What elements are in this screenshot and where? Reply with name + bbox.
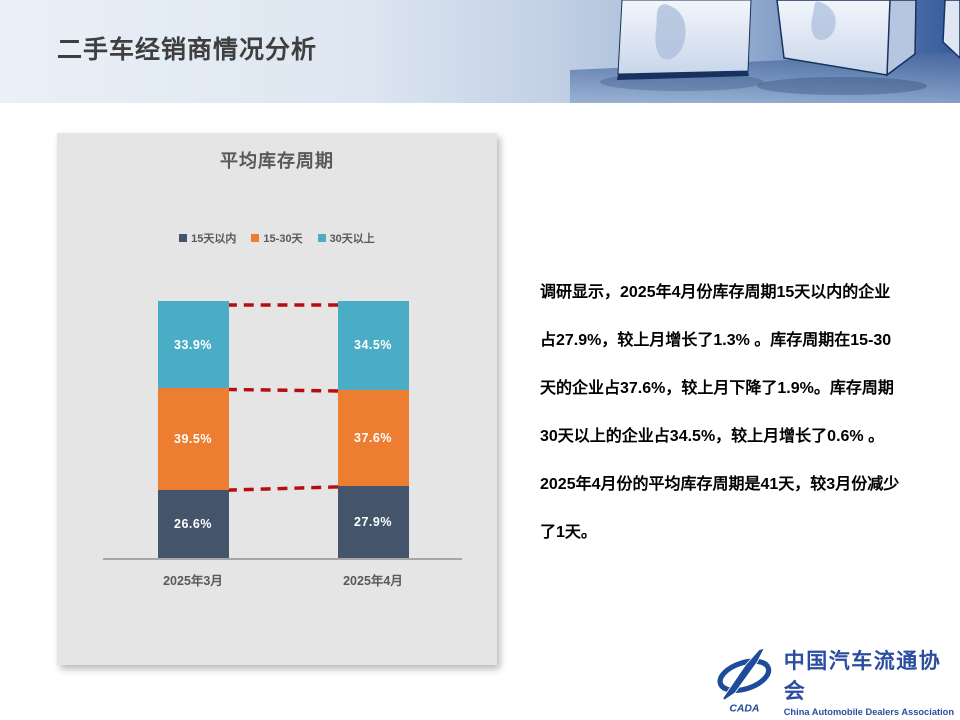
bar-segment: 39.5% [157, 388, 229, 490]
legend-swatch-icon [179, 234, 188, 242]
bar-value-label: 39.5% [174, 431, 212, 446]
bar-segment: 34.5% [337, 301, 409, 390]
legend-item: 15-30天 [251, 230, 303, 246]
bar-segment: 26.6% [157, 489, 229, 558]
org-name-en: China Automobile Dealers Association [783, 707, 955, 717]
legend-label: 30天以上 [329, 233, 375, 245]
header-banner: 二手车经销商情况分析 [0, 0, 960, 103]
org-name-zh: 中国汽车流通协会 [783, 650, 942, 703]
bar-segment: 27.9% [337, 486, 409, 558]
legend-item: 15天以内 [179, 230, 236, 246]
bar-value-label: 34.5% [354, 338, 392, 353]
legend-swatch-icon [317, 234, 326, 242]
chart-title: 平均库存周期 [220, 151, 334, 171]
footer-logo: CADA 中国汽车流通协会 China Automobile Dealers A… [714, 645, 960, 717]
org-name-block: 中国汽车流通协会 China Automobile Dealers Associ… [784, 645, 960, 717]
x-axis-labels: 2025年3月 2025年4月 [57, 570, 497, 590]
legend-label: 15-30天 [263, 233, 303, 245]
cada-acronym: CADA [729, 703, 759, 714]
x-axis-label: 2025年4月 [343, 574, 403, 588]
bar-value-label: 26.6% [174, 516, 212, 531]
legend-item: 30天以上 [317, 230, 375, 246]
bar-value-label: 33.9% [174, 337, 212, 352]
chart-plot: 26.6% 39.5% 33.9% 27.9% 37.6% 34.5% [103, 301, 462, 560]
bar-segment: 37.6% [337, 389, 409, 487]
bar-segment: 33.9% [157, 301, 229, 389]
legend-swatch-icon [251, 234, 260, 242]
legend-label: 15天以内 [191, 233, 237, 245]
bar-value-label: 27.9% [354, 515, 392, 530]
page-title: 二手车经销商情况分析 [57, 36, 318, 64]
bar-value-label: 37.6% [354, 431, 392, 445]
chart-card: 平均库存周期 15天以内 15-30天 30天以上 26.6% 39.5% 33.9% 2… [57, 133, 497, 665]
cada-logo-icon: CADA [717, 647, 772, 714]
chart-legend: 15天以内 15-30天 30天以上 [57, 230, 497, 246]
globe-cubes-decoration-image [570, 0, 960, 103]
connector-line [226, 485, 340, 492]
analysis-text: 调研显示，2025年4月份库存周期15天以内的企业 占27.9%，较上月增长了1… [540, 284, 900, 541]
connector-line [226, 387, 340, 393]
x-axis-label: 2025年3月 [163, 574, 223, 588]
